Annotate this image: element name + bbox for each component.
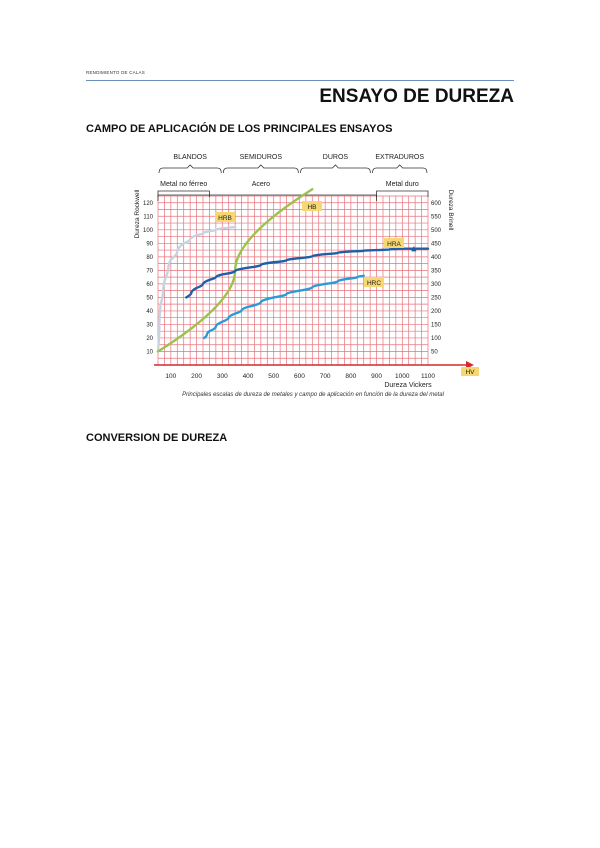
- series-line-hra: [185, 247, 430, 299]
- x-tick-label: 400: [243, 373, 254, 380]
- x-tick-label: 200: [191, 373, 202, 380]
- y-left-tick-label: 20: [146, 336, 153, 342]
- category-brace: [158, 164, 222, 174]
- series-badge: [215, 212, 235, 222]
- section-heading-conversion: CONVERSION DE DUREZA: [86, 432, 228, 444]
- series-line-hrb: [156, 225, 237, 353]
- category-brace: [222, 164, 299, 174]
- series-label: HB: [307, 204, 316, 211]
- x-tick-label: 100: [165, 373, 176, 380]
- y-right-tick-label: 50: [431, 349, 438, 355]
- header-rule: [86, 80, 514, 81]
- series-badge: [384, 238, 404, 248]
- y-right-tick-label: 100: [431, 336, 442, 342]
- y-right-tick-label: 500: [431, 228, 442, 234]
- x-tick-label: 700: [320, 373, 331, 380]
- section-heading-application: CAMPO DE APLICACIÓN DE LOS PRINCIPALES E…: [86, 123, 393, 135]
- y-left-axis-title: Dureza Rockwell: [134, 189, 141, 238]
- x-tick-label: 600: [294, 373, 305, 380]
- category-label: DUROS: [323, 154, 349, 161]
- y-right-axis-title: Dureza Brinell: [447, 190, 454, 231]
- y-left-tick-label: 70: [146, 268, 153, 274]
- y-right-tick-label: 300: [431, 282, 442, 288]
- material-bracket: [157, 194, 377, 201]
- material-label: Metal no férreo: [160, 181, 207, 188]
- category-label: SEMIDUROS: [240, 154, 283, 161]
- material-label: Acero: [252, 181, 270, 188]
- y-left-tick-label: 40: [146, 309, 153, 315]
- y-left-tick-label: 120: [143, 201, 154, 207]
- series-badge: [364, 277, 384, 287]
- y-right-tick-label: 350: [431, 268, 442, 274]
- x-unit-badge: [461, 367, 479, 376]
- x-unit-label: HV: [465, 369, 475, 376]
- y-left-tick-label: 10: [146, 349, 153, 355]
- y-right-tick-label: 150: [431, 322, 442, 328]
- series-line-hrc: [203, 274, 365, 340]
- y-left-tick-label: 60: [146, 282, 153, 288]
- running-head: RENDIMIENTO DE CALAS: [86, 70, 145, 75]
- document-title: ENSAYO DE DUREZA: [319, 86, 514, 107]
- material-label: Metal duro: [386, 181, 419, 188]
- series-label: HRC: [367, 280, 381, 287]
- series-label: HRA: [387, 241, 401, 248]
- y-left-tick-label: 80: [146, 255, 153, 261]
- category-brace: [372, 164, 428, 174]
- x-tick-label: 500: [268, 373, 279, 380]
- material-bracket: [376, 190, 429, 197]
- x-axis-title: Dureza Vickers: [384, 382, 432, 389]
- y-right-tick-label: 200: [431, 309, 442, 315]
- hra-marker: [411, 246, 417, 252]
- category-label: EXTRADUROS: [375, 154, 424, 161]
- x-tick-label: 300: [217, 373, 228, 380]
- chart-caption: Principales escalas de dureza de metales…: [182, 392, 444, 398]
- series-badge: [302, 201, 322, 211]
- category-brace: [300, 164, 371, 174]
- material-bracket: [157, 190, 210, 197]
- y-right-tick-label: 450: [431, 241, 442, 247]
- x-tick-label: 1100: [421, 373, 435, 380]
- y-left-tick-label: 50: [146, 295, 153, 301]
- x-tick-label: 1000: [395, 373, 410, 380]
- y-right-tick-label: 600: [431, 201, 442, 207]
- x-tick-label: 800: [345, 373, 356, 380]
- y-left-tick-label: 90: [146, 241, 153, 247]
- y-left-tick-label: 30: [146, 322, 153, 328]
- y-right-tick-label: 250: [431, 295, 442, 301]
- y-left-tick-label: 100: [143, 228, 154, 234]
- y-right-tick-label: 550: [431, 214, 442, 220]
- series-label: HRB: [218, 215, 232, 222]
- hardness-chart: HV 100 200 300 400 500 600 700 800 900 1000 1100 Dur…: [134, 154, 479, 389]
- x-tick-label: 900: [371, 373, 382, 380]
- category-label: BLANDOS: [173, 154, 207, 161]
- y-right-tick-label: 400: [431, 255, 442, 261]
- y-left-tick-label: 110: [143, 214, 153, 220]
